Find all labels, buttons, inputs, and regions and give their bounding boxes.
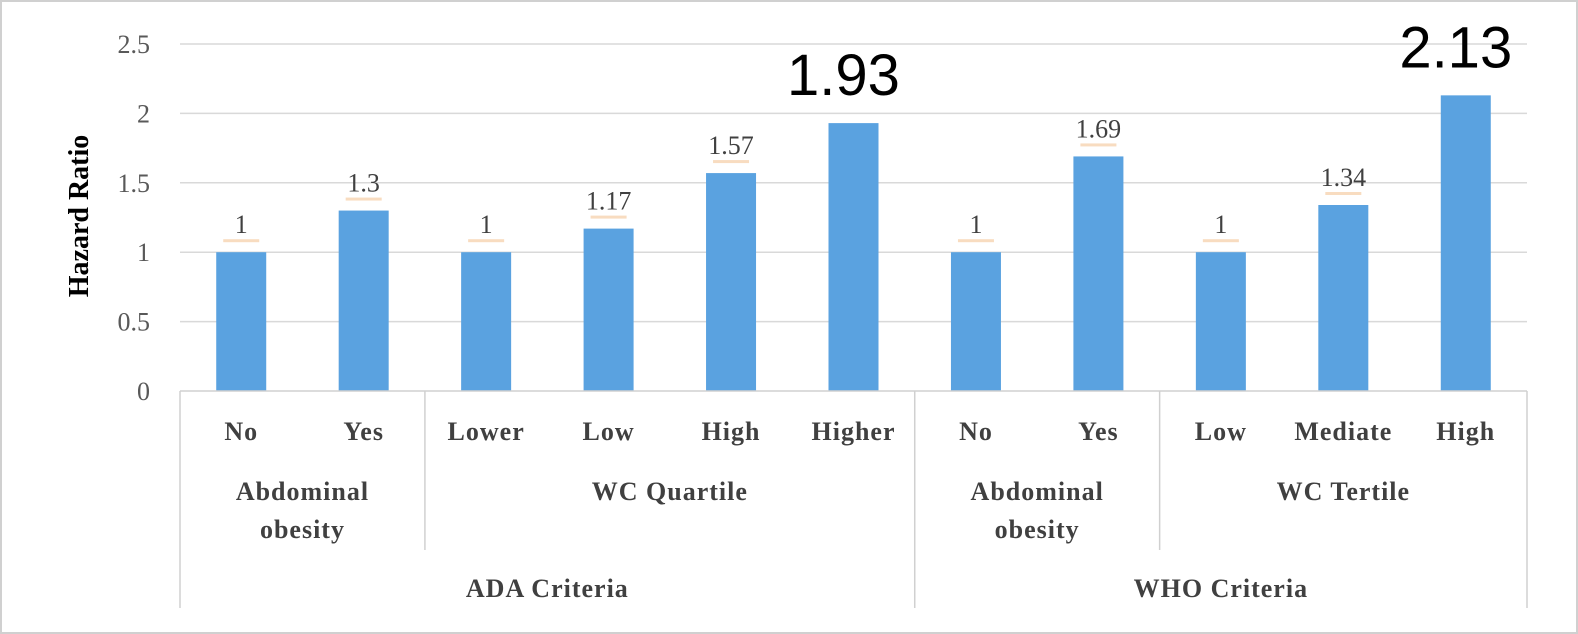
data-label: 1 <box>480 210 493 239</box>
x-category-label: Low <box>1195 417 1247 446</box>
data-label-marker <box>345 197 382 201</box>
data-label: 1.34 <box>1321 163 1367 192</box>
bar <box>828 123 879 391</box>
y-tick-label: 2.5 <box>118 30 151 59</box>
data-labels: 1 1.3 1 1.17 1.57 1.93 1 1.69 1 1.34 2.13 <box>223 15 1512 243</box>
x-category-label: Higher <box>812 417 896 446</box>
x-category-label: Yes <box>1078 417 1119 446</box>
y-tick-label: 0 <box>137 377 150 406</box>
bar <box>1195 252 1246 391</box>
y-tick-label: 2 <box>137 99 150 128</box>
data-label-marker <box>1080 143 1117 147</box>
x-category-label: Low <box>583 417 635 446</box>
bar <box>1440 95 1491 391</box>
bar <box>706 173 757 391</box>
data-label-marker <box>1202 239 1239 243</box>
x-group-label: WC Quartile <box>592 477 748 506</box>
x-category-label: High <box>1436 417 1495 446</box>
data-label: 1.17 <box>586 187 632 216</box>
data-label-highlight: 2.13 <box>1399 15 1512 80</box>
bar <box>461 252 512 391</box>
data-label: 1 <box>1214 210 1227 239</box>
x-supergroup-label: WHO Criteria <box>1134 574 1308 603</box>
data-label: 1.69 <box>1076 114 1122 143</box>
data-label: 1.3 <box>347 169 380 198</box>
bar <box>338 210 389 391</box>
data-label-marker <box>468 239 505 243</box>
y-axis-label: Hazard Ratio <box>64 135 95 298</box>
x-group-label: Abdominal <box>236 477 369 506</box>
x-group-label: WC Tertile <box>1277 477 1411 506</box>
data-label-marker <box>590 215 627 219</box>
bar <box>1318 205 1369 391</box>
bar <box>216 252 267 391</box>
data-label-marker <box>1325 192 1362 196</box>
x-category-label: Lower <box>448 417 525 446</box>
x-category-label: High <box>702 417 761 446</box>
data-label-marker <box>713 160 750 164</box>
bar <box>950 252 1001 391</box>
x-group-label: Abdominal <box>971 477 1104 506</box>
x-category-label: Mediate <box>1294 417 1392 446</box>
data-label-marker <box>223 239 260 243</box>
bars <box>216 95 1491 391</box>
x-group-label: obesity <box>260 515 345 544</box>
x-axis-categories: No Yes Lower Low High Higher No Yes Low Mediate Hi… <box>179 390 1528 608</box>
bar <box>1073 156 1124 391</box>
data-label: 1 <box>235 210 248 239</box>
data-label-highlight: 1.93 <box>787 43 900 108</box>
x-category-label: Yes <box>343 417 384 446</box>
bar <box>583 228 634 391</box>
y-tick-label: 1 <box>137 238 150 267</box>
y-tick-label: 0.5 <box>118 308 151 337</box>
y-tick-label: 1.5 <box>118 169 151 198</box>
x-supergroup-label: ADA Criteria <box>466 574 629 603</box>
data-label: 1.57 <box>708 131 754 160</box>
y-axis-ticks: 0 0.5 1 1.5 2 2.5 <box>118 30 151 406</box>
data-label-marker <box>957 239 994 243</box>
x-category-label: No <box>959 417 993 446</box>
x-category-label: No <box>224 417 258 446</box>
data-label: 1 <box>969 210 982 239</box>
x-group-label: obesity <box>995 515 1080 544</box>
